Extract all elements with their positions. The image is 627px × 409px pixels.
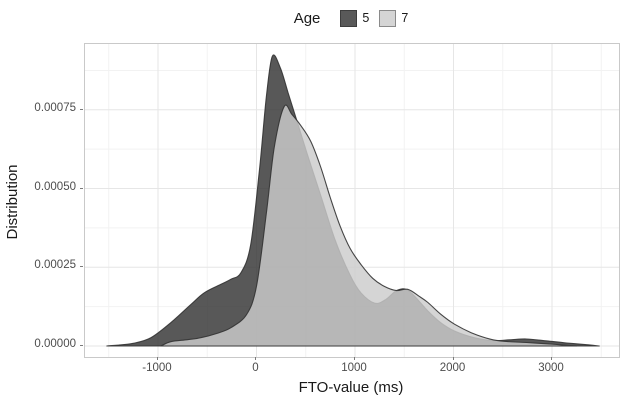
y-tick [80,266,83,268]
x-tick-label: 1000 [341,362,367,374]
y-tick [80,108,83,110]
x-tick-label: -1000 [142,362,172,374]
y-tick [80,187,83,189]
x-tick-label: 3000 [538,362,564,374]
x-tick [156,357,158,360]
density-area-age7 [160,104,578,347]
plot-panel [84,43,620,358]
x-tick [255,357,257,360]
legend: Age 5 7 [84,4,618,32]
density-areas [106,54,600,347]
legend-item-age5: 5 [340,9,370,27]
legend-swatch-age5 [340,9,358,27]
x-tick-label: 0 [252,362,259,374]
x-tick [452,357,454,360]
y-tick-label: 0.00075 [34,101,76,114]
legend-label-age5: 5 [362,11,370,25]
x-axis-title: FTO-value (ms) [298,379,404,396]
x-tick [551,357,553,360]
y-tick-label: 0.00000 [34,337,76,350]
y-tick-label: 0.00050 [34,180,76,193]
y-tick [80,344,83,346]
legend-label-age7: 7 [401,11,409,25]
density-plot-svg [85,44,619,357]
legend-item-age7: 7 [379,9,409,27]
legend-swatch-age7 [379,9,397,27]
legend-title: Age [293,9,321,27]
y-tick-label: 0.00025 [34,259,76,272]
x-tick-label: 2000 [439,362,466,374]
minor-gridlines [85,44,619,357]
x-tick [354,357,355,360]
